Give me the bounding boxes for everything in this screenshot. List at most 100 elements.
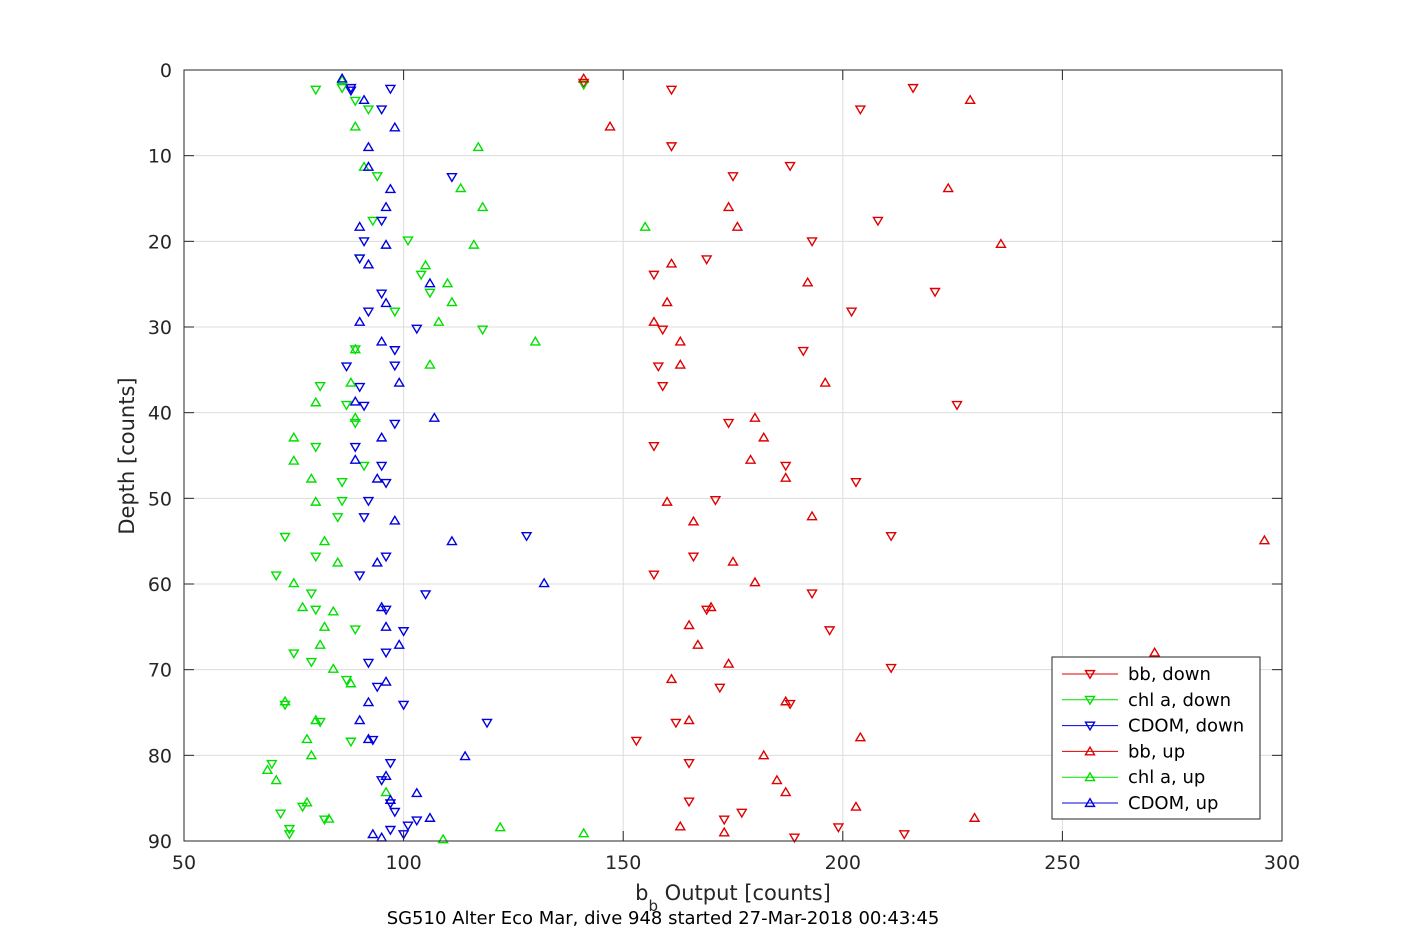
data-point bbox=[310, 396, 322, 407]
data-point bbox=[349, 454, 362, 464]
data-point bbox=[494, 821, 506, 832]
data-point bbox=[520, 531, 533, 542]
data-point bbox=[419, 590, 432, 600]
data-point bbox=[362, 161, 375, 171]
data-point bbox=[367, 828, 379, 839]
data-point bbox=[951, 400, 963, 411]
data-point bbox=[714, 683, 726, 694]
data-point bbox=[749, 412, 761, 422]
data-point bbox=[375, 216, 388, 227]
series-2 bbox=[340, 83, 533, 840]
data-point bbox=[718, 815, 730, 826]
legend-label: chl a, down bbox=[1128, 690, 1231, 711]
data-point bbox=[441, 277, 454, 288]
series-4 bbox=[261, 74, 651, 844]
data-point bbox=[283, 830, 296, 840]
legend-marker bbox=[1084, 669, 1096, 680]
data-point bbox=[353, 316, 366, 326]
data-point bbox=[481, 718, 493, 729]
data-point bbox=[718, 826, 730, 837]
data-point bbox=[415, 270, 427, 281]
data-point bbox=[375, 461, 388, 472]
data-point bbox=[288, 649, 300, 660]
data-point bbox=[657, 325, 669, 336]
legend-label: bb, down bbox=[1128, 664, 1211, 685]
data-point bbox=[327, 663, 340, 673]
data-point bbox=[375, 105, 388, 116]
data-point bbox=[683, 714, 695, 725]
data-point bbox=[371, 472, 383, 483]
data-point bbox=[380, 478, 392, 489]
data-point bbox=[362, 258, 375, 269]
data-point bbox=[854, 105, 867, 116]
series-3 bbox=[577, 72, 1271, 837]
data-point bbox=[353, 221, 366, 231]
data-point bbox=[384, 825, 397, 836]
data-point bbox=[832, 823, 845, 833]
legend-marker bbox=[1084, 797, 1096, 808]
data-point bbox=[692, 639, 704, 649]
data-point bbox=[384, 84, 397, 95]
y-tick-label: 60 bbox=[148, 574, 172, 596]
data-point bbox=[331, 556, 344, 567]
data-point bbox=[353, 382, 366, 393]
data-point bbox=[393, 377, 405, 387]
data-point bbox=[353, 714, 366, 725]
data-point bbox=[771, 774, 783, 785]
data-point bbox=[907, 83, 919, 94]
data-point bbox=[358, 513, 370, 523]
data-point bbox=[674, 335, 687, 346]
data-point bbox=[349, 418, 362, 429]
y-tick-label: 10 bbox=[148, 146, 172, 168]
data-point bbox=[358, 401, 370, 412]
data-point bbox=[358, 94, 370, 105]
x-tick-label: 150 bbox=[605, 852, 641, 874]
data-point bbox=[722, 418, 735, 429]
data-point bbox=[340, 400, 353, 411]
data-point bbox=[336, 477, 348, 488]
data-point bbox=[362, 307, 375, 318]
data-point bbox=[279, 532, 291, 543]
data-point bbox=[476, 201, 489, 212]
legend-entry: chl a, down bbox=[1062, 690, 1231, 711]
legend-entry: bb, up bbox=[1062, 741, 1185, 762]
data-point bbox=[577, 78, 590, 89]
data-point bbox=[397, 830, 410, 840]
data-point bbox=[375, 289, 388, 300]
data-point bbox=[397, 700, 410, 711]
series-1 bbox=[266, 80, 590, 840]
data-point bbox=[779, 472, 792, 482]
x-axis-label: bb Output [counts] bbox=[635, 881, 831, 915]
data-point bbox=[380, 676, 392, 686]
data-point bbox=[305, 472, 318, 483]
data-point bbox=[639, 221, 651, 231]
data-point bbox=[380, 239, 392, 249]
x-axis-label-main: b bbox=[635, 881, 648, 905]
data-point bbox=[323, 813, 335, 823]
data-point bbox=[964, 94, 976, 105]
y-tick-label: 30 bbox=[148, 317, 172, 339]
data-point bbox=[604, 120, 616, 131]
data-point bbox=[529, 335, 542, 346]
axes: 50 100 150 200 250 300 0 10 20 30 40 50 60 70 80 90 bbox=[148, 60, 1300, 874]
data-point bbox=[779, 695, 792, 706]
data-point bbox=[336, 72, 348, 83]
data-point bbox=[375, 335, 388, 346]
x-tick-label: 100 bbox=[385, 852, 421, 874]
data-point bbox=[314, 717, 326, 728]
y-tick-label: 70 bbox=[148, 660, 172, 682]
x-tick-label: 250 bbox=[1044, 852, 1080, 874]
data-point bbox=[538, 577, 550, 588]
data-point bbox=[310, 496, 322, 506]
data-point bbox=[389, 346, 401, 356]
data-point bbox=[749, 576, 761, 587]
data-point bbox=[661, 296, 673, 307]
data-point bbox=[380, 297, 392, 308]
data-point bbox=[362, 696, 375, 707]
legend-entry: bb, down bbox=[1062, 664, 1211, 685]
data-point bbox=[314, 382, 326, 392]
data-point bbox=[310, 552, 322, 563]
data-point bbox=[657, 382, 669, 392]
data-point bbox=[468, 239, 480, 249]
data-point bbox=[1148, 646, 1161, 657]
